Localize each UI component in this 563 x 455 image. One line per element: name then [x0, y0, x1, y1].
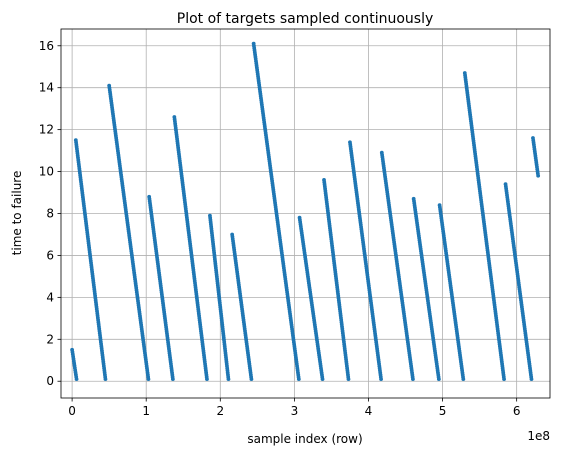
y-tick-label: 4 — [46, 290, 54, 304]
data-point — [205, 377, 209, 382]
y-tick-label: 16 — [39, 39, 54, 53]
data-point — [170, 377, 175, 382]
y-tick-label: 12 — [39, 123, 54, 137]
grid — [61, 29, 550, 398]
x-tick-label: 4 — [365, 404, 373, 418]
x-tick-label: 0 — [68, 404, 76, 418]
data-points — [70, 41, 541, 382]
data-point — [529, 377, 534, 382]
data-point — [226, 377, 231, 382]
y-tick-label: 8 — [46, 207, 54, 221]
data-point — [461, 377, 466, 382]
data-point — [379, 377, 383, 382]
data-point — [536, 173, 541, 178]
chart-title: Plot of targets sampled continuously — [177, 11, 434, 27]
data-point — [502, 377, 506, 382]
x-tick-label: 2 — [216, 404, 224, 418]
data-point — [103, 377, 108, 382]
x-tick-label: 1 — [142, 404, 150, 418]
data-point — [249, 377, 254, 382]
y-tick-label: 0 — [46, 374, 54, 388]
y-tick-label: 6 — [46, 248, 54, 262]
x-tick-label: 5 — [439, 404, 447, 418]
x-axis-label: sample index (row) — [247, 432, 362, 446]
data-point — [296, 377, 301, 382]
data-point — [436, 377, 441, 382]
y-tick-label: 14 — [39, 81, 54, 95]
data-point — [346, 377, 351, 382]
y-axis-ticks: 0 2 4 6 8 10 12 14 16 — [39, 39, 61, 388]
data-point — [74, 377, 79, 382]
x-tick-label: 3 — [291, 404, 299, 418]
y-axis-label: time to failure — [10, 171, 24, 256]
data-point — [320, 377, 325, 382]
y-tick-label: 2 — [46, 332, 54, 346]
y-tick-label: 10 — [39, 165, 54, 179]
x-axis-ticks: 0 1 2 3 4 5 6 — [68, 398, 520, 418]
x-axis-offset-label: 1e8 — [527, 429, 550, 443]
data-point — [146, 377, 151, 382]
data-point — [411, 377, 415, 382]
x-tick-label: 6 — [513, 404, 521, 418]
